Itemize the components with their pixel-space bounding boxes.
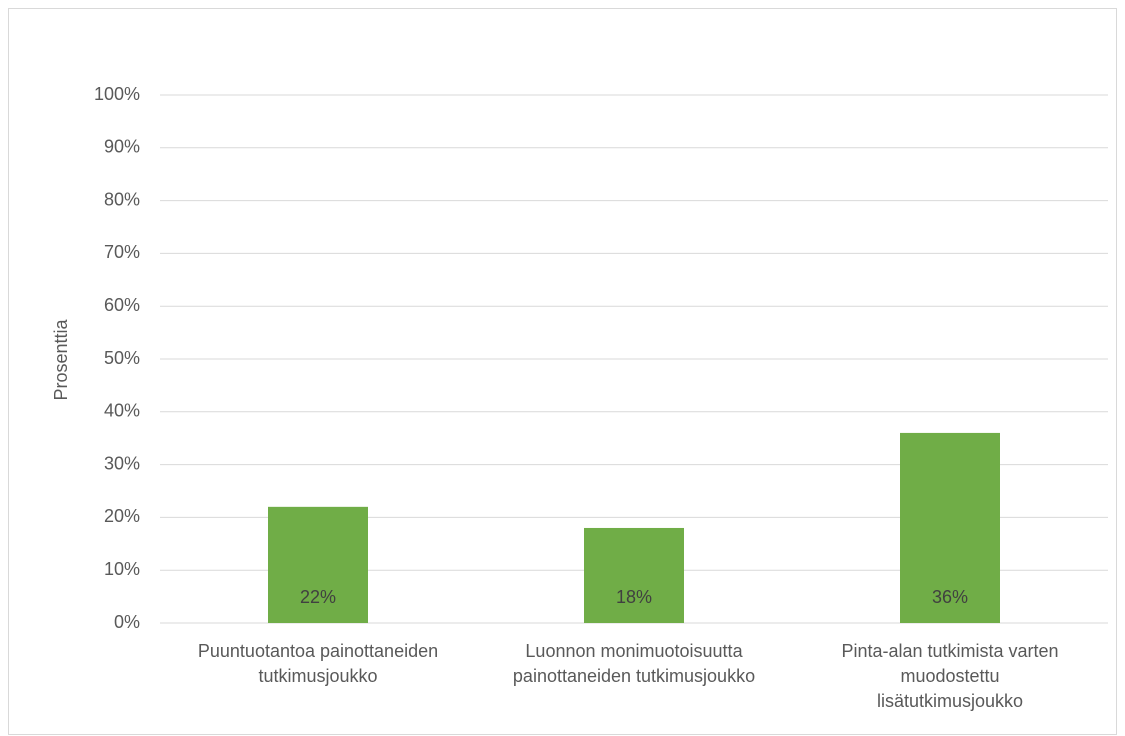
y-tick-label: 60%: [104, 295, 140, 315]
value-label: 18%: [616, 587, 652, 607]
y-tick-label: 40%: [104, 401, 140, 421]
y-tick-label: 50%: [104, 348, 140, 368]
y-tick-label: 0%: [114, 612, 140, 632]
value-label: 22%: [300, 587, 336, 607]
y-tick-label: 70%: [104, 242, 140, 262]
bar: [900, 432, 1000, 623]
y-tick-label: 100%: [94, 84, 140, 104]
x-tick-label: Pinta-alan tutkimista varten muodostettu…: [841, 641, 1059, 711]
y-tick-label: 90%: [104, 137, 140, 157]
bar: [584, 527, 684, 623]
y-tick-label: 30%: [104, 453, 140, 473]
bar: [268, 506, 368, 623]
x-tick-label: Luonnon monimuotoisuutta painottaneiden …: [512, 641, 756, 686]
y-tick-label: 20%: [104, 506, 140, 526]
chart-border: [8, 8, 1117, 735]
x-tick-label: Puuntuotantoa painottaneiden tutkimusjou…: [197, 641, 439, 686]
value-label: 36%: [932, 587, 968, 607]
y-tick-label: 10%: [104, 559, 140, 579]
y-tick-label: 80%: [104, 189, 140, 209]
y-axis-title: Prosenttia: [51, 318, 71, 400]
